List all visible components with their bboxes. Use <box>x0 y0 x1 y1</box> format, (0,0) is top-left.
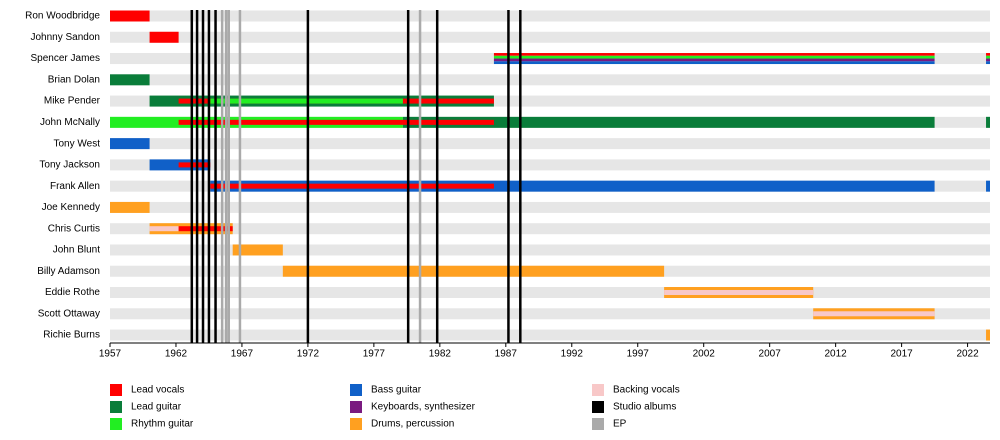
role-bar <box>493 58 935 62</box>
role-bar <box>110 10 150 22</box>
member-name: John Blunt <box>53 245 100 256</box>
role-line <box>178 226 233 232</box>
member-name: Tony West <box>54 138 101 149</box>
legend-label: EP <box>613 419 627 430</box>
x-tick-label: 2022 <box>956 349 979 360</box>
row-background <box>110 10 990 22</box>
legend-label: Backing vocals <box>613 385 680 396</box>
row-background <box>110 95 990 107</box>
role-bar <box>210 180 935 192</box>
legend-swatch <box>350 418 362 430</box>
role-line <box>813 311 935 317</box>
row-background <box>110 138 990 150</box>
x-tick-label: 1972 <box>297 349 320 360</box>
role-bar <box>110 74 150 86</box>
legend-label: Lead vocals <box>131 385 184 396</box>
role-bar <box>402 116 935 128</box>
row-background <box>110 74 990 86</box>
role-bar <box>493 55 935 59</box>
member-name: Brian Dolan <box>48 74 100 85</box>
legend-label: Keyboards, synthesizer <box>371 402 476 413</box>
role-bar <box>493 61 935 65</box>
member-name: Mike Pender <box>44 96 101 107</box>
legend-swatch <box>592 384 604 396</box>
x-tick-label: 1957 <box>99 349 122 360</box>
role-bar <box>986 58 990 62</box>
member-name: Spencer James <box>31 53 100 64</box>
role-bar <box>986 53 990 56</box>
role-bar <box>110 201 150 213</box>
member-name: John McNally <box>40 117 100 128</box>
row-background <box>110 244 990 256</box>
role-bar <box>986 116 990 128</box>
member-name: Billy Adamson <box>37 266 100 277</box>
legend-swatch <box>592 418 604 430</box>
member-name: Tony Jackson <box>39 160 100 171</box>
role-line <box>149 226 179 232</box>
x-tick-label: 1987 <box>495 349 518 360</box>
row-background <box>110 223 990 235</box>
role-bar <box>110 138 150 150</box>
role-bar <box>986 329 990 341</box>
x-tick-label: 1962 <box>165 349 188 360</box>
legend-swatch <box>110 384 122 396</box>
member-name: Frank Allen <box>50 181 100 192</box>
x-tick-label: 1982 <box>429 349 452 360</box>
role-bar <box>282 265 665 277</box>
role-bar <box>986 55 990 59</box>
role-line <box>178 119 494 125</box>
member-name: Scott Ottaway <box>38 308 100 319</box>
role-line <box>210 98 403 104</box>
role-bar <box>986 61 990 65</box>
row-background <box>110 308 990 320</box>
role-bar <box>149 31 179 43</box>
role-line <box>210 183 494 189</box>
member-name: Eddie Rothe <box>45 287 100 298</box>
legend-label: Studio albums <box>613 402 676 413</box>
row-background <box>110 287 990 299</box>
x-tick-label: 1992 <box>561 349 584 360</box>
x-tick-label: 2012 <box>825 349 848 360</box>
member-name: Richie Burns <box>43 330 100 341</box>
legend-label: Drums, percussion <box>371 419 454 430</box>
row-background <box>110 201 990 213</box>
legend-swatch <box>592 401 604 413</box>
x-tick-label: 2017 <box>890 349 913 360</box>
row-background <box>110 31 990 43</box>
member-name: Johnny Sandon <box>30 32 100 43</box>
row-background <box>110 159 990 171</box>
role-bar <box>986 180 990 192</box>
member-name: Joe Kennedy <box>42 202 100 213</box>
legend-swatch <box>350 384 362 396</box>
member-name: Ron Woodbridge <box>25 11 100 22</box>
legend-swatch <box>110 418 122 430</box>
x-tick-label: 1967 <box>231 349 254 360</box>
row-background <box>110 329 990 341</box>
role-bar <box>232 244 283 256</box>
legend-label: Rhythm guitar <box>131 419 194 430</box>
x-tick-label: 2002 <box>693 349 716 360</box>
x-tick-label: 1977 <box>363 349 386 360</box>
role-line <box>664 290 814 296</box>
legend-swatch <box>350 401 362 413</box>
role-bar <box>493 53 935 56</box>
x-tick-label: 2007 <box>759 349 782 360</box>
legend-label: Bass guitar <box>371 385 422 396</box>
member-name: Chris Curtis <box>48 223 100 234</box>
legend-label: Lead guitar <box>131 402 182 413</box>
role-line <box>178 162 211 168</box>
x-tick-label: 1997 <box>627 349 650 360</box>
legend-swatch <box>110 401 122 413</box>
